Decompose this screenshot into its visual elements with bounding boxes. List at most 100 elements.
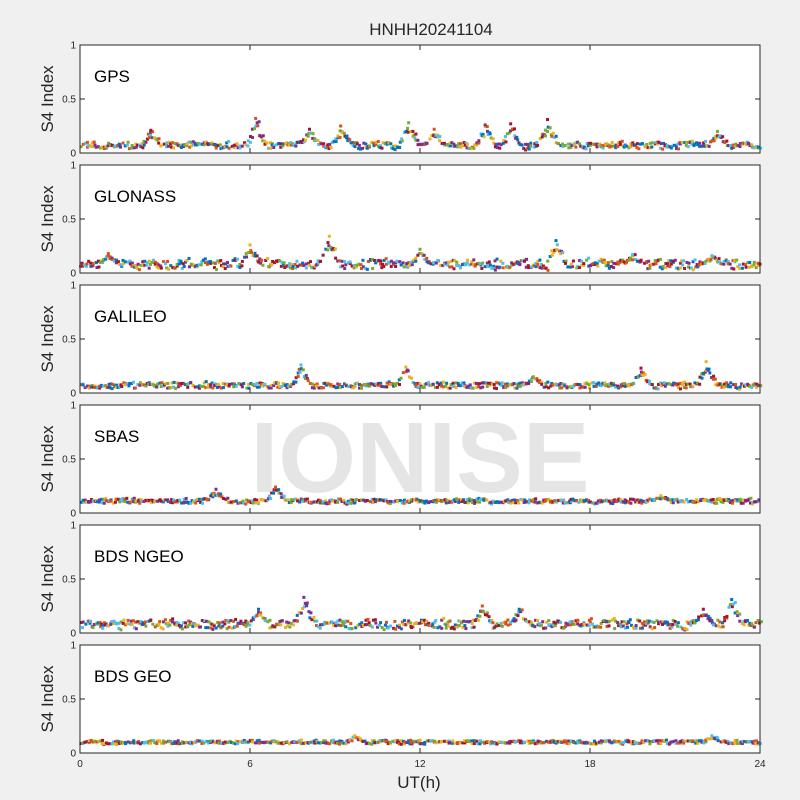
data-point [497, 142, 501, 146]
data-point [94, 622, 98, 626]
data-point [272, 491, 276, 495]
data-point [96, 621, 100, 625]
data-point [669, 146, 673, 150]
data-point [81, 741, 85, 745]
data-point [381, 141, 385, 145]
data-point [402, 265, 406, 269]
data-point [578, 383, 582, 387]
data-point [230, 740, 234, 744]
data-point [676, 266, 680, 270]
data-point [711, 377, 715, 381]
data-point [658, 265, 662, 269]
data-point [436, 135, 440, 139]
data-point [196, 623, 200, 627]
data-point [549, 384, 553, 388]
data-point [695, 739, 699, 743]
data-point [121, 141, 125, 145]
data-point [181, 262, 185, 266]
data-point [371, 382, 375, 386]
data-point [306, 134, 310, 138]
data-point [115, 383, 119, 387]
data-point [172, 741, 176, 745]
data-point [243, 141, 247, 145]
data-point [407, 739, 411, 743]
data-point [523, 498, 527, 502]
data-point [696, 143, 700, 147]
data-point [338, 497, 342, 501]
figure-title: HNHH20241104 [369, 20, 492, 39]
data-point [245, 255, 249, 259]
data-point [696, 618, 700, 622]
data-point [731, 143, 735, 147]
data-point [599, 384, 603, 388]
data-point [461, 263, 465, 267]
data-point [396, 145, 400, 149]
data-point [667, 382, 671, 386]
data-point [189, 381, 193, 385]
data-point [329, 146, 333, 150]
data-point [446, 620, 450, 624]
data-point [631, 143, 635, 147]
data-point [138, 742, 142, 746]
data-point [155, 623, 159, 627]
data-point [361, 739, 365, 743]
data-point [217, 492, 221, 496]
data-point [710, 736, 714, 740]
data-point [143, 263, 147, 267]
data-point [256, 124, 260, 128]
data-point [267, 496, 271, 500]
data-point [718, 382, 722, 386]
data-point [589, 500, 593, 504]
data-point [695, 263, 699, 267]
data-point [363, 623, 367, 627]
data-point [536, 739, 540, 743]
data-point [617, 497, 621, 501]
data-point [563, 384, 567, 388]
data-point [508, 739, 512, 743]
data-point [527, 147, 531, 151]
scatter-points [78, 234, 762, 272]
data-point [567, 146, 571, 150]
data-point [650, 262, 654, 266]
data-point [401, 371, 405, 375]
data-point [371, 258, 375, 262]
data-point [235, 142, 239, 146]
data-point [220, 263, 224, 267]
data-point [750, 500, 754, 504]
data-point [95, 500, 99, 504]
data-point [164, 261, 168, 265]
data-point [223, 622, 227, 626]
data-point [732, 383, 736, 387]
data-point [119, 628, 123, 632]
data-point [268, 146, 272, 150]
data-point [404, 129, 408, 133]
data-point [376, 140, 380, 144]
data-point [674, 741, 678, 745]
data-point [514, 618, 518, 622]
data-point [455, 260, 459, 264]
data-point [608, 740, 612, 744]
data-point [236, 740, 240, 744]
data-point [162, 142, 166, 146]
data-point [391, 739, 395, 743]
data-point [351, 735, 355, 739]
data-point [576, 140, 580, 144]
data-point [179, 383, 183, 387]
data-point [511, 127, 515, 131]
data-point [535, 377, 539, 381]
data-point [488, 263, 492, 267]
data-point [587, 500, 591, 504]
data-point [195, 143, 199, 147]
data-point [402, 501, 406, 505]
data-point [161, 500, 165, 504]
data-point [633, 253, 637, 257]
data-point [685, 497, 689, 501]
data-point [167, 267, 171, 271]
data-point [693, 258, 697, 262]
data-point [749, 496, 753, 500]
data-point [578, 259, 582, 263]
data-point [388, 740, 392, 744]
data-point [281, 144, 285, 148]
data-point [446, 386, 450, 390]
data-point [595, 382, 599, 386]
